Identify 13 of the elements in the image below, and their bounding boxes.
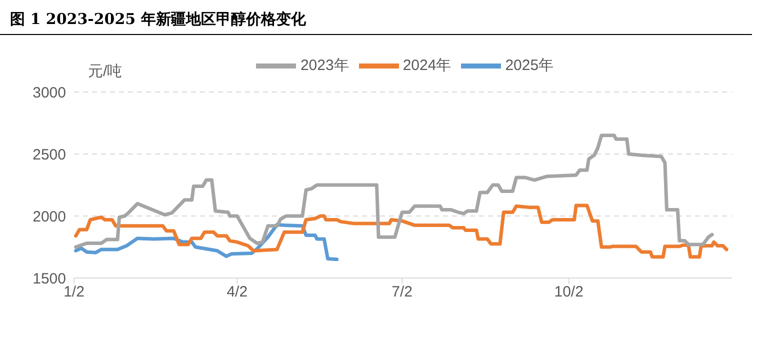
y-axis-title: 元/吨 (88, 62, 122, 81)
x-tick-label: 4/2 (226, 284, 248, 301)
y-tick-label: 1500 (32, 270, 66, 288)
legend-label: 2023年 (300, 56, 349, 74)
y-tick-label: 2500 (32, 146, 66, 164)
legend-label: 2024年 (402, 56, 452, 74)
chart-title: 图 1 2023-2025 年新疆地区甲醇价格变化 (10, 10, 306, 29)
x-tick-label: 10/2 (554, 284, 584, 301)
legend-label: 2025年 (505, 56, 554, 74)
y-tick-label: 2000 (32, 208, 66, 226)
x-tick-label: 7/2 (392, 284, 413, 301)
x-tick-label: 1/2 (64, 284, 84, 301)
y-tick-label: 3000 (32, 84, 66, 102)
